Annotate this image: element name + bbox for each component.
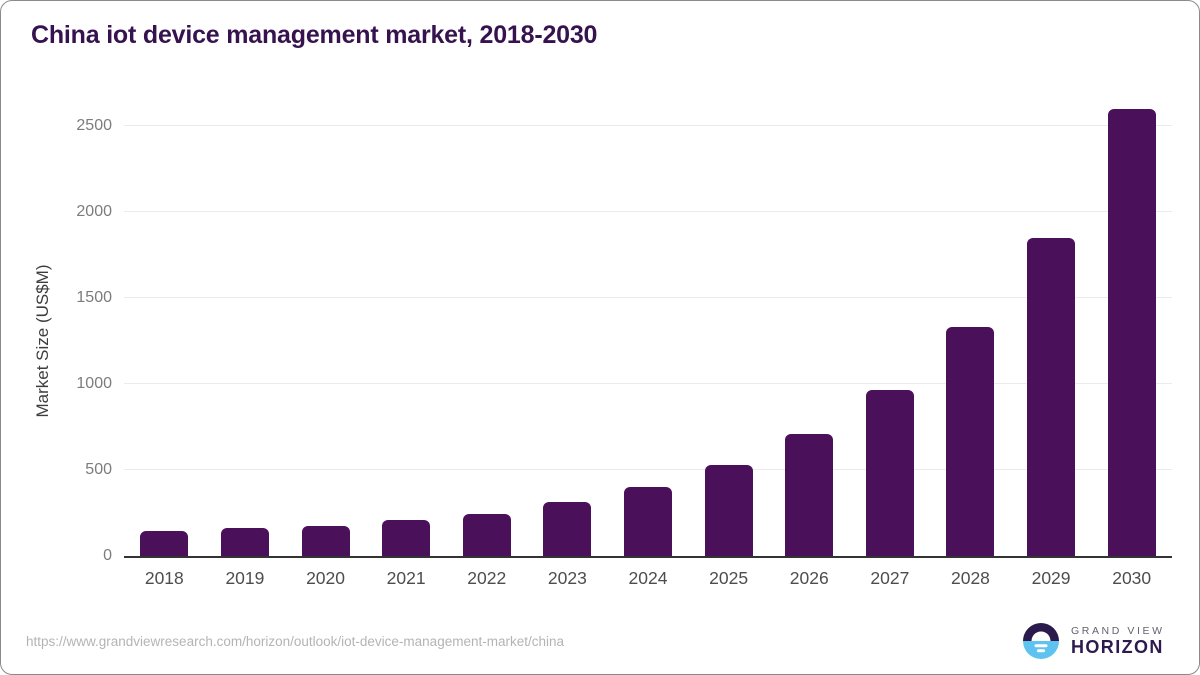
x-tick-label-2025: 2025 bbox=[709, 568, 749, 588]
gridline-2000 bbox=[124, 210, 1172, 212]
bar-2027 bbox=[865, 390, 914, 556]
x-tick-label-2022: 2022 bbox=[467, 568, 507, 588]
x-tick-label-2029: 2029 bbox=[1031, 568, 1071, 588]
x-tick-label-2020: 2020 bbox=[306, 568, 345, 588]
y-tick-label-500: 500 bbox=[85, 460, 112, 478]
bar-2020 bbox=[301, 526, 350, 556]
bar-2021 bbox=[382, 520, 431, 556]
logo-horizon-text: HORIZON bbox=[1071, 637, 1164, 657]
y-tick-label-0: 0 bbox=[103, 547, 112, 564]
bar-2022 bbox=[462, 514, 511, 556]
y-tick-label-2000: 2000 bbox=[76, 202, 112, 220]
bar-2018 bbox=[140, 531, 189, 556]
x-tick-label-2026: 2026 bbox=[789, 568, 829, 588]
x-tick-label-2027: 2027 bbox=[870, 568, 910, 588]
x-tick-label-2019: 2019 bbox=[225, 568, 265, 588]
x-tick-label-2030: 2030 bbox=[1112, 568, 1152, 588]
horizon-logo-icon bbox=[1023, 623, 1059, 659]
x-tick-label-2021: 2021 bbox=[386, 568, 426, 588]
gridline-2500 bbox=[124, 124, 1172, 126]
x-tick-label-2018: 2018 bbox=[144, 568, 184, 588]
bar-2025 bbox=[704, 465, 753, 556]
bar-2024 bbox=[624, 487, 672, 556]
plot-area: 0 500 1000 1500 2000 2500 2018 2019 2020 2021 2022… bbox=[76, 101, 1172, 588]
y-axis-title: Market Size (US$M) bbox=[33, 264, 52, 418]
x-tick-label-2024: 2024 bbox=[628, 568, 668, 588]
gridline-500 bbox=[124, 468, 1172, 470]
y-tick-label-2500: 2500 bbox=[76, 116, 112, 134]
chart-title: China iot device management market, 2018… bbox=[31, 21, 598, 49]
bar-2023 bbox=[543, 502, 592, 556]
bar-2029 bbox=[1027, 237, 1076, 556]
gridline-1500 bbox=[124, 296, 1172, 298]
logo-grand-view-text: GRAND VIEW bbox=[1071, 625, 1165, 637]
source-url: https://www.grandviewresearch.com/horizo… bbox=[26, 634, 564, 649]
logo-text: GRAND VIEW HORIZON bbox=[1071, 625, 1165, 657]
y-tick-label-1000: 1000 bbox=[76, 374, 112, 392]
bar-2019 bbox=[220, 528, 269, 556]
y-tick-label-1500: 1500 bbox=[76, 288, 112, 306]
bar-2028 bbox=[946, 326, 995, 556]
brand-logo: GRAND VIEW HORIZON bbox=[1022, 622, 1165, 660]
x-tick-label-2023: 2023 bbox=[547, 568, 587, 588]
gridline-1000 bbox=[124, 382, 1172, 384]
bar-2030 bbox=[1107, 109, 1156, 556]
bar-2026 bbox=[785, 433, 834, 556]
x-tick-label-2028: 2028 bbox=[950, 568, 990, 588]
